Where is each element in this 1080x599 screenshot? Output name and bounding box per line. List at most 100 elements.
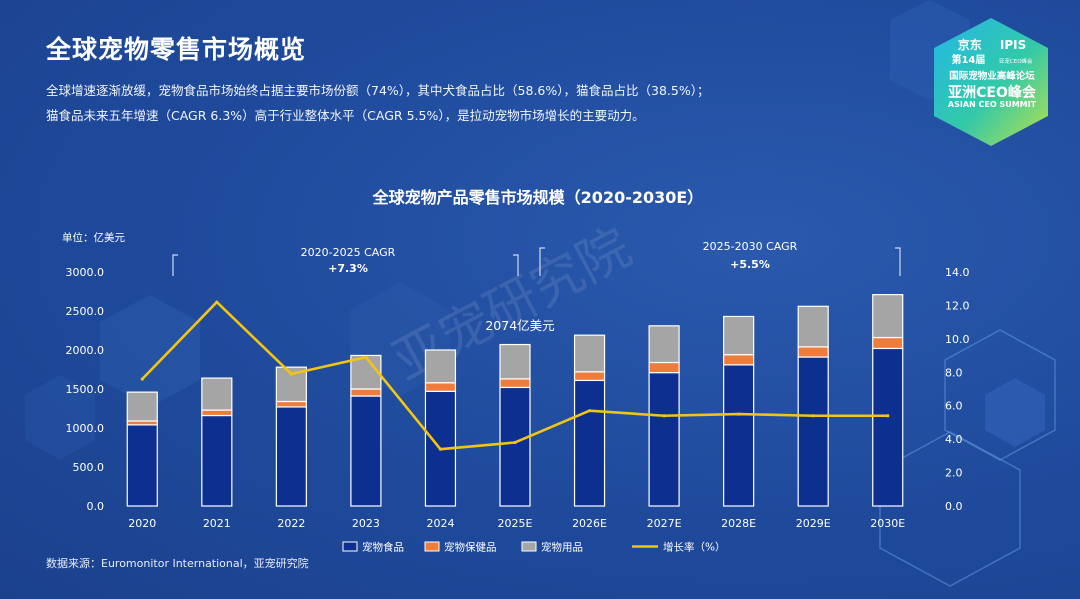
logo-session: 第14届 <box>951 55 986 66</box>
growth-point <box>438 447 443 451</box>
y-axis-right: 0.0 2.0 4.0 6.0 8.0 10.0 12.0 14.0 <box>945 266 970 513</box>
cagr-value-2: +5.5% <box>730 258 770 271</box>
bar-health <box>573 371 606 382</box>
growth-point <box>662 414 666 418</box>
cagr-label-2: 2025-2030 CAGR <box>703 240 798 253</box>
cagr-label-1: 2020-2025 CAGR <box>301 246 396 259</box>
y-left-tick-label: 2500.0 <box>66 305 105 318</box>
bar-food <box>126 424 158 507</box>
bar-health <box>872 336 904 350</box>
logo-brand: 京东 <box>957 38 982 52</box>
x-tick-label: 2023 <box>352 517 380 530</box>
y-right-tick-label: 10.0 <box>945 333 970 346</box>
growth-point <box>215 300 219 304</box>
growth-point <box>364 355 368 359</box>
legend-label: 增长率（%） <box>663 541 725 554</box>
x-tick-label: 2028E <box>721 517 756 530</box>
y-left-tick-label: 1500.0 <box>66 383 105 396</box>
bar-health <box>275 400 307 408</box>
data-source: 数据来源：Euromonitor International，亚宠研究院 <box>46 557 309 570</box>
legend-swatch <box>342 541 358 552</box>
bar-food <box>499 386 531 507</box>
growth-point <box>737 412 741 416</box>
x-tick-label: 2030E <box>870 517 905 530</box>
description-line-2: 猫食品未来五年增速（CAGR 6.3%）高于行业整体水平（CAGR 5.5%），… <box>46 108 645 123</box>
logo-top-line: 京东 IPIS <box>938 36 1046 53</box>
logo-org: IPIS <box>999 38 1027 52</box>
y-right-tick-label: 6.0 <box>945 400 963 413</box>
logo-forum: 国际宠物业高峰论坛 <box>949 71 1035 82</box>
logo-org-sub: 亚宠CEO峰会 <box>998 59 1033 65</box>
growth-line-series <box>140 300 890 451</box>
bar-food <box>648 372 680 507</box>
cagr-value-1: +7.3% <box>328 262 368 275</box>
bar-food <box>350 395 382 507</box>
bar-food <box>872 347 904 507</box>
y-right-tick-label: 14.0 <box>945 266 970 279</box>
bar-health <box>797 346 829 358</box>
growth-point <box>289 372 293 376</box>
y-left-tick-label: 1000.0 <box>66 422 105 435</box>
bar-health <box>424 382 457 392</box>
x-tick-label: 2021 <box>203 517 231 530</box>
y-right-tick-label: 8.0 <box>945 366 963 379</box>
growth-point <box>587 409 592 413</box>
y-right-tick-label: 2.0 <box>945 467 963 480</box>
y-right-tick-label: 4.0 <box>945 433 963 446</box>
y-right-tick-label: 0.0 <box>945 500 963 513</box>
legend-swatch <box>521 541 537 552</box>
total-2025-label: 2074亿美元 <box>485 318 554 333</box>
x-tick-label: 2029E <box>796 517 831 530</box>
bar-health <box>350 388 382 397</box>
bar-food <box>275 406 307 507</box>
growth-point <box>140 377 144 381</box>
growth-point <box>513 440 517 445</box>
bar-food <box>797 356 829 507</box>
legend-swatch <box>424 541 440 552</box>
bar-supplies <box>350 354 382 390</box>
bar-series <box>126 294 904 507</box>
growth-point <box>811 414 815 418</box>
page-title: 全球宠物零售市场概览 <box>46 35 307 64</box>
legend-label: 宠物保健品 <box>444 541 497 554</box>
unit-label: 单位：亿美元 <box>62 231 125 244</box>
bar-health <box>201 409 233 417</box>
y-left-tick-label: 2000.0 <box>66 344 105 357</box>
bar-supplies <box>648 325 680 364</box>
y-left-tick-label: 3000.0 <box>66 266 105 279</box>
bar-health <box>723 354 755 366</box>
x-tick-label: 2027E <box>647 517 682 530</box>
bar-supplies <box>126 391 158 422</box>
summit-logo <box>934 18 1048 146</box>
logo-second-line: 第14届 亚宠CEO峰会 <box>938 51 1046 66</box>
decor-hexagons <box>25 0 1056 587</box>
x-tick-label: 2024 <box>426 517 454 530</box>
bar-food <box>573 379 606 507</box>
bar-supplies <box>723 315 755 356</box>
bar-health <box>648 361 680 374</box>
y-axis-left: 0.0 500.0 1000.0 1500.0 2000.0 2500.0 3000.0 <box>66 266 105 513</box>
cagr-annotations: 2020-2025 CAGR +7.3% 2025-2030 CAGR +5.5… <box>172 240 901 333</box>
x-tick-label: 2025E <box>498 517 533 530</box>
x-tick-label: 2020 <box>128 517 156 530</box>
bar-food <box>201 414 233 507</box>
y-left-tick-label: 500.0 <box>73 461 105 474</box>
legend-label: 宠物用品 <box>541 541 583 554</box>
bar-supplies <box>797 305 829 348</box>
x-axis: 2020 2021 2022 2023 2024 2025E 2026E 2027E 2028E… <box>128 517 905 530</box>
chart-title: 全球宠物产品零售市场规模（2020-2030E） <box>372 188 704 207</box>
x-tick-label: 2022 <box>277 517 305 530</box>
bar-supplies <box>573 334 606 373</box>
logo-summit-en: ASIAN CEO SUMMIT <box>947 100 1037 109</box>
description-line-1: 全球增速逐渐放缓，宠物食品市场始终占据主要市场份额（74%），其中犬食品占比（5… <box>46 83 710 98</box>
bar-food <box>723 364 755 507</box>
bar-health <box>499 378 531 389</box>
bar-supplies <box>872 294 904 339</box>
growth-point <box>886 414 890 418</box>
bar-supplies <box>424 349 457 384</box>
x-tick-label: 2026E <box>572 517 607 530</box>
y-right-tick-label: 12.0 <box>945 299 970 312</box>
logo-summit-cn: 亚洲CEO峰会 <box>948 85 1036 101</box>
legend: 宠物食品 宠物保健品 宠物用品 增长率（%） <box>342 541 725 554</box>
